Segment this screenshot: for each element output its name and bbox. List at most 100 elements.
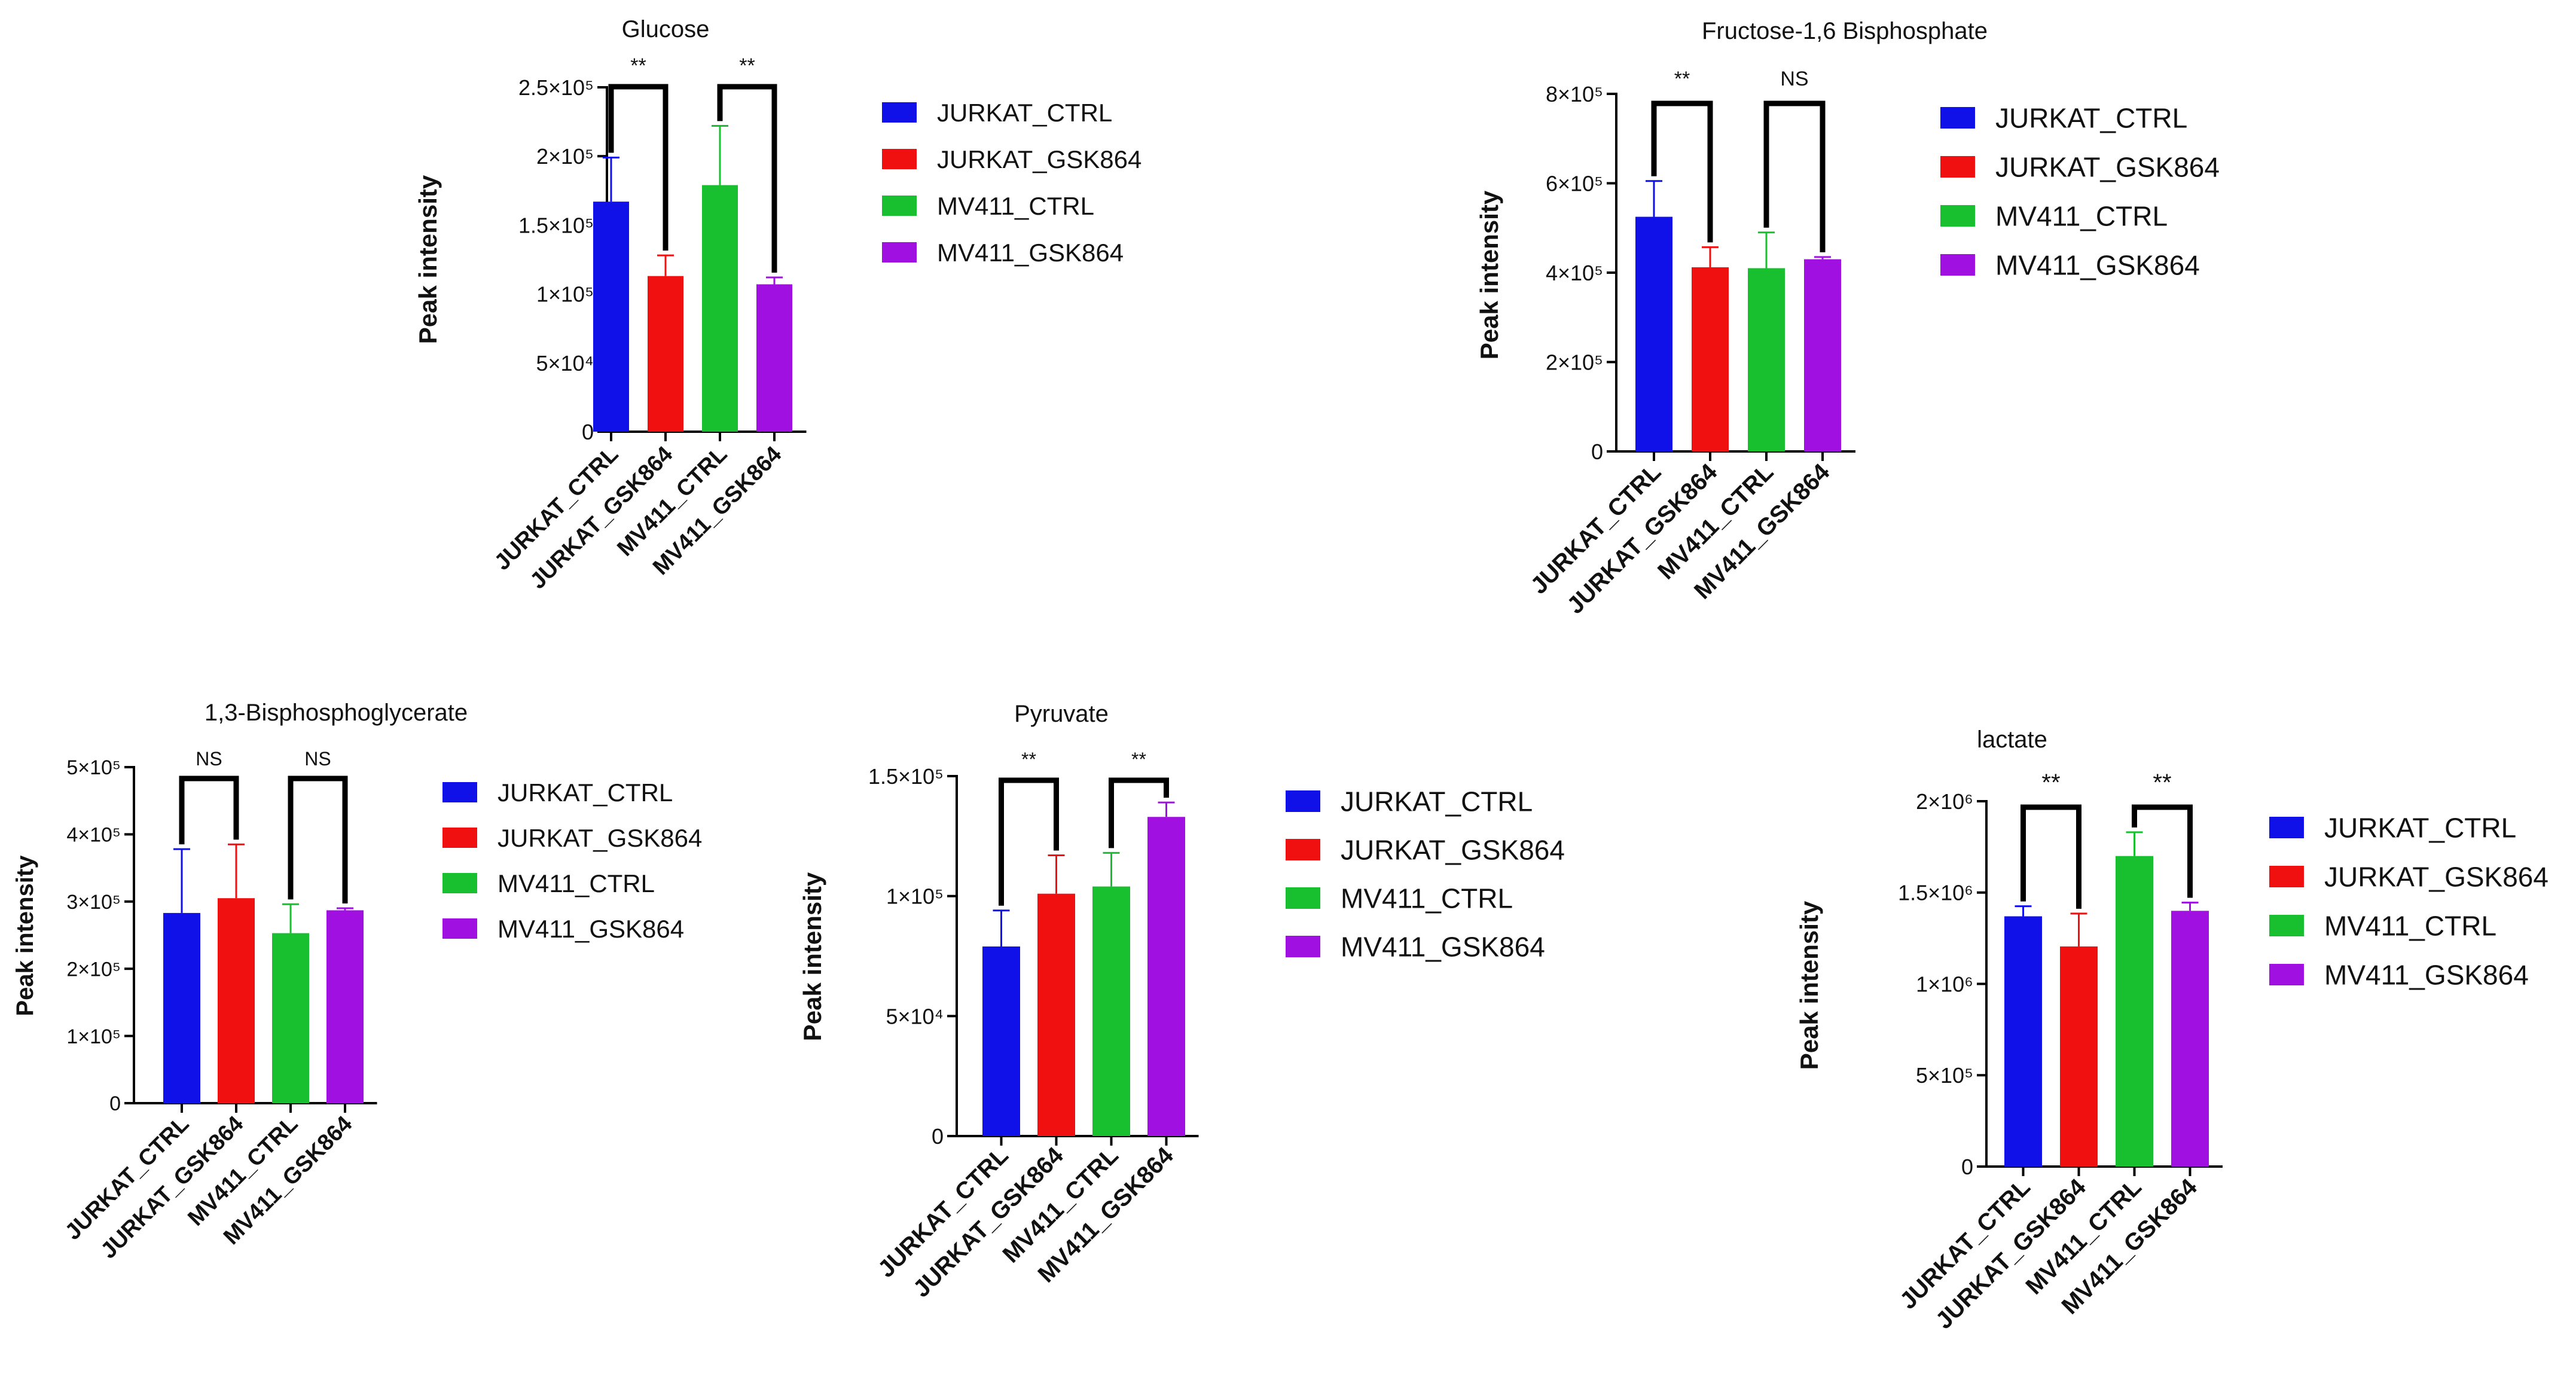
significance-label: ** — [1021, 749, 1036, 770]
bar-jurkat-ctrl — [2004, 916, 2042, 1167]
y-tick-label: 2×10⁵ — [66, 958, 121, 981]
legend-swatch — [1940, 107, 1975, 129]
y-tick-label: 0 — [1961, 1155, 1973, 1179]
legend-swatch — [2269, 817, 2304, 838]
significance-label: ** — [739, 54, 755, 77]
legend-swatch — [1286, 887, 1320, 909]
chart-panel: Pyruvate Peak intensity 0 5×10⁴ 1×10⁵ 1.5×10⁵… — [798, 701, 1565, 1302]
y-tick-label: 0 — [582, 420, 594, 444]
legend-label: JURKAT_GSK864 — [1341, 835, 1565, 866]
y-tick-label: 1×10⁵ — [66, 1025, 121, 1048]
chart-panel: lactate Peak intensity 0 5×10⁵ 1×10⁶ 1.5×10⁶ 2… — [1795, 726, 2548, 1334]
legend-swatch — [1286, 936, 1320, 957]
y-axis-label: Peak intensity — [414, 175, 442, 344]
legend-swatch — [442, 918, 477, 939]
y-tick-label: 1.5×10⁶ — [1898, 881, 1973, 905]
y-tick-label: 1.5×10⁵ — [518, 213, 594, 237]
legend-swatch — [1286, 790, 1320, 812]
significance-label: NS — [196, 748, 222, 770]
legend-label: JURKAT_GSK864 — [2324, 862, 2548, 893]
bar-jurkat-gsk864 — [1037, 893, 1075, 1136]
bar-mv411-gsk864 — [1147, 817, 1185, 1136]
legend-label: MV411_CTRL — [1995, 201, 2168, 232]
significance-label: ** — [1131, 749, 1146, 770]
legend-label: JURKAT_CTRL — [1341, 786, 1533, 817]
legend-swatch — [2269, 964, 2304, 985]
significance-label: NS — [1780, 68, 1808, 90]
significance-label: ** — [1674, 68, 1690, 90]
bar-jurkat-gsk864 — [218, 898, 255, 1103]
y-tick-label: 6×10⁵ — [1546, 171, 1603, 196]
significance-bracket — [179, 776, 239, 845]
y-tick-label: 1.5×10⁵ — [868, 764, 944, 789]
chart-title: 1,3-Bisphosphoglycerate — [205, 700, 468, 726]
legend-swatch — [442, 873, 477, 893]
y-axis-label: Peak intensity — [1475, 190, 1503, 359]
significance-bracket — [1651, 100, 1713, 243]
bar-jurkat-gsk864 — [2060, 946, 2098, 1167]
legend-swatch — [1940, 205, 1975, 227]
chart-panel: 1,3-Bisphosphoglycerate Peak intensity 0 1×… — [12, 700, 702, 1263]
bar-mv411-ctrl — [272, 933, 309, 1103]
bar-jurkat-ctrl — [982, 946, 1020, 1136]
bar-jurkat-ctrl — [163, 912, 200, 1103]
y-tick-label: 0 — [109, 1092, 121, 1115]
legend-swatch — [2269, 866, 2304, 887]
y-tick-label: 0 — [1591, 439, 1603, 464]
legend-label: MV411_GSK864 — [498, 915, 684, 943]
legend-swatch — [2269, 915, 2304, 936]
y-tick-label: 2×10⁵ — [536, 144, 594, 169]
legend-swatch — [1286, 839, 1320, 860]
legend-swatch — [882, 149, 917, 169]
bar-mv411-ctrl — [1092, 886, 1130, 1136]
bar-mv411-gsk864 — [756, 284, 792, 432]
legend-swatch — [882, 102, 917, 123]
legend-swatch — [882, 196, 917, 216]
bar-jurkat-ctrl — [1635, 216, 1672, 451]
y-axis-label: Peak intensity — [1795, 900, 1823, 1070]
y-tick-label: 5×10⁵ — [66, 756, 121, 779]
bar-mv411-ctrl — [1748, 268, 1785, 451]
legend-swatch — [882, 242, 917, 262]
y-tick-label: 4×10⁵ — [1546, 261, 1603, 285]
significance-bracket — [2020, 804, 2081, 909]
bar-mv411-gsk864 — [2171, 911, 2209, 1167]
chart-panel: Fructose-1,6 Bisphosphate Peak intensity 0… — [1475, 18, 2220, 619]
y-axis-label: Peak intensity — [12, 855, 38, 1016]
significance-label: ** — [2153, 770, 2171, 796]
y-tick-label: 2.5×10⁵ — [518, 75, 594, 100]
legend-swatch — [1940, 254, 1975, 276]
y-tick-label: 1×10⁵ — [536, 282, 594, 307]
y-axis-label: Peak intensity — [798, 872, 826, 1041]
significance-bracket — [1763, 100, 1826, 252]
y-tick-label: 4×10⁵ — [66, 824, 121, 847]
legend-label: MV411_GSK864 — [1995, 250, 2200, 281]
significance-bracket — [999, 777, 1059, 906]
bar-jurkat-gsk864 — [648, 276, 683, 432]
bar-jurkat-gsk864 — [1692, 267, 1729, 451]
significance-bracket — [2132, 804, 2193, 898]
bar-mv411-ctrl — [702, 185, 738, 432]
y-tick-label: 5×10⁵ — [1916, 1063, 1973, 1088]
y-tick-label: 2×10⁶ — [1916, 789, 1973, 814]
chart-title: lactate — [1977, 726, 2047, 753]
legend-label: MV411_CTRL — [498, 869, 655, 897]
legend-label: JURKAT_CTRL — [1995, 103, 2187, 134]
significance-label: ** — [2041, 770, 2060, 796]
legend-label: MV411_CTRL — [937, 192, 1094, 220]
legend-swatch — [442, 828, 477, 848]
legend-label: MV411_GSK864 — [937, 239, 1124, 267]
legend-swatch — [1940, 156, 1975, 178]
significance-label: ** — [630, 54, 646, 77]
legend-label: MV411_GSK864 — [1341, 932, 1545, 963]
significance-bracket — [608, 84, 669, 251]
y-tick-label: 3×10⁵ — [66, 891, 121, 914]
legend-label: JURKAT_GSK864 — [498, 824, 702, 852]
y-tick-label: 5×10⁴ — [886, 1004, 944, 1028]
y-tick-label: 5×10⁴ — [536, 351, 594, 375]
legend-label: JURKAT_CTRL — [937, 99, 1112, 127]
y-tick-label: 0 — [932, 1124, 944, 1149]
y-tick-label: 8×10⁵ — [1546, 82, 1603, 106]
significance-bracket — [288, 776, 348, 904]
